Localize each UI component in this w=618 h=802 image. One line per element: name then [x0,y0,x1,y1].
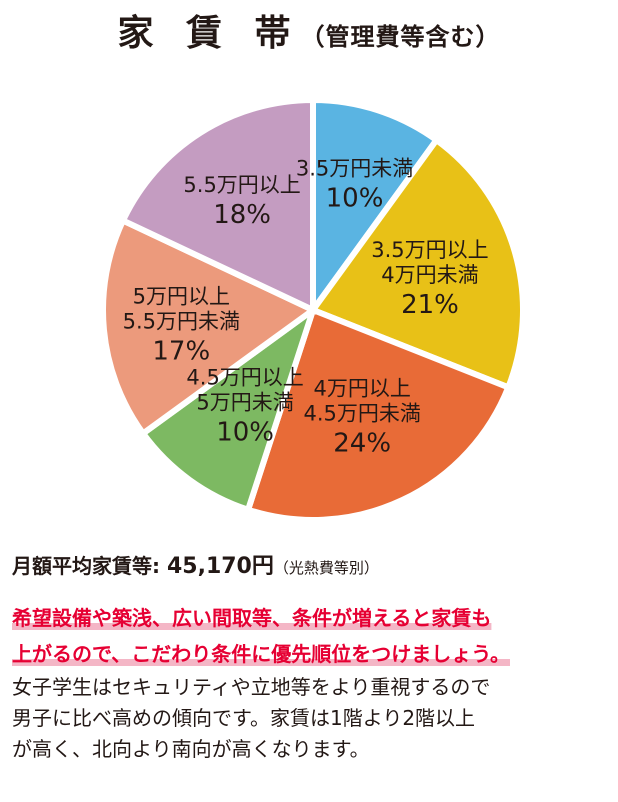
slice-5-percent-label: 17% [152,336,210,366]
pie-slice-2 [308,135,526,392]
chart-title: 家 賃 帯 [117,13,301,54]
slice-3-range-label: 4.5万円未満 [303,402,420,426]
slice-4-percent-label: 10% [216,417,274,447]
slice-5-range-label: 5.5万円未満 [123,309,240,333]
slice-5-range-label: 5万円以上 [133,284,230,308]
average-rent-note: （光熱費等別） [273,559,379,577]
slice-4-range-label: 4.5万円以上 [186,365,303,389]
slice-2-range-label: 4万円未満 [381,263,478,287]
advice-highlight-line-2: 上がるので、こだわり条件に優先順位をつけましょう。 [12,642,510,666]
advice-body-line-3: が高く、北向より南向が高くなります。 [12,737,370,761]
slice-6-range-label: 5.5万円以上 [183,173,300,197]
slice-3-percent-label: 24% [333,429,391,459]
advice-text: 希望設備や築浅、広い間取等、条件が増えると家賃も 上がるので、こだわり条件に優先… [12,600,610,765]
pie-slice-1 [310,96,441,320]
slice-3-range-label: 4万円以上 [313,377,410,401]
slice-4-range-label: 5万円未満 [196,390,293,414]
slice-1-range-label: 3.5万円未満 [296,157,413,181]
pie-slice-3 [244,306,513,523]
average-rent: 月額平均家賃等: 45,170円（光熱費等別） [12,548,379,580]
slice-2-percent-label: 21% [401,290,459,320]
pie-slice-5 [100,216,319,438]
slice-2-range-label: 3.5万円以上 [371,238,488,262]
average-rent-label: 月額平均家賃等: [12,554,167,578]
chart-header: 家 賃 帯（管理費等含む） [0,4,618,56]
advice-body-line-2: 男子に比べ高めの傾向です。家賃は1階より2階以上 [12,706,476,730]
slice-6-percent-label: 18% [213,200,271,230]
pie-slice-6 [118,96,316,315]
pie-slice-4 [138,302,319,514]
advice-body-line-1: 女子学生はセキュリティや立地等をより重視するので [12,675,491,699]
average-rent-value: 45,170円 [166,554,274,579]
chart-subtitle: （管理費等含む） [300,23,501,51]
advice-highlight-line-1: 希望設備や築浅、広い間取等、条件が増えると家賃も [12,606,492,630]
slice-1-percent-label: 10% [326,184,384,214]
